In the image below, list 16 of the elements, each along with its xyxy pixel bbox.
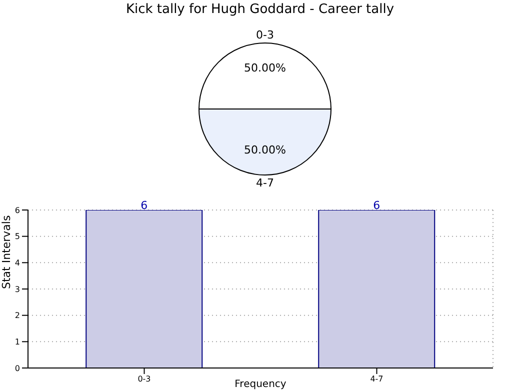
data-label: 50.00% (244, 143, 286, 156)
y-tick-label: 3 (14, 284, 20, 294)
y-tick-label: 1 (14, 338, 20, 347)
y-tick-label: 4 (14, 258, 20, 268)
data-label: 6 (373, 199, 380, 212)
slice-label: 4-7 (256, 176, 274, 190)
x-axis-title: Frequency (234, 379, 286, 390)
chart-title: Kick tally for Hugh Goddard - Career tally (124, 2, 396, 17)
y-axis-title: Stat Intervals (0, 215, 13, 289)
y-tick-label: 0 (14, 364, 20, 373)
data-label: 50.00% (244, 62, 286, 75)
y-tick-label: 5 (14, 232, 20, 242)
y-tick-label: 2 (14, 311, 20, 320)
data-label: 6 (140, 199, 148, 212)
slice-label: 0-3 (256, 28, 274, 42)
y-tick-label: 6 (14, 206, 20, 215)
